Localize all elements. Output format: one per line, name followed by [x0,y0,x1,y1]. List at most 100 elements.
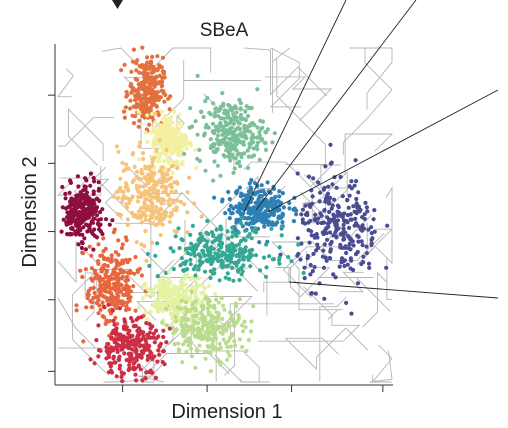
data-point [212,195,217,200]
data-point [168,214,173,219]
data-point [146,96,151,101]
data-point [333,275,338,280]
data-point [135,268,140,273]
data-point [117,306,122,311]
data-point [102,262,107,268]
data-point [235,125,240,130]
data-point [302,276,307,281]
data-point [234,217,239,222]
data-point [143,166,148,171]
data-point [249,236,254,241]
data-point [108,291,113,296]
data-point [245,165,251,171]
data-point [135,199,140,204]
data-point [203,125,208,130]
data-point [76,242,81,247]
data-point [164,340,169,345]
data-point [150,370,155,375]
data-point [176,226,181,231]
data-point [243,228,248,233]
data-point [135,215,141,220]
boundary-line [282,246,349,299]
data-point [178,306,183,311]
data-point [160,69,165,74]
data-point [84,197,89,203]
data-point [248,329,254,334]
data-point [333,230,338,235]
data-point [137,118,142,123]
data-point [131,121,137,126]
data-point [179,322,184,327]
data-point [134,169,139,174]
data-point [155,274,160,279]
data-point [91,202,96,207]
data-point [237,97,242,102]
data-point [112,227,117,232]
data-point [248,248,253,253]
data-point [226,263,231,268]
data-point [149,216,155,221]
data-point [273,203,278,208]
data-point [185,251,190,256]
data-point [212,292,217,297]
data-point [168,115,174,120]
data-point [244,348,249,354]
data-point [263,274,269,279]
data-point [160,349,166,354]
data-point [184,338,189,343]
data-point [261,255,267,260]
data-point [140,45,145,50]
data-point [218,233,223,238]
boundary-line [362,257,392,328]
data-point [220,128,225,133]
data-point [176,341,181,346]
data-point [179,298,184,303]
data-point [109,256,114,261]
data-point [235,209,240,214]
data-point [90,205,95,210]
data-point [167,292,172,297]
data-point [212,159,217,164]
data-point [184,349,189,354]
data-point [206,284,212,289]
data-point [162,210,167,215]
data-point [113,345,118,350]
data-point [214,319,219,324]
data-point [276,199,281,204]
data-point [353,216,358,221]
data-point [91,285,96,290]
data-point [154,148,159,153]
data-point [277,189,282,194]
data-point [85,292,90,297]
data-point [305,212,310,218]
data-point [322,242,327,247]
data-point [159,109,164,114]
data-point [143,337,148,342]
data-point [137,344,142,349]
data-point [271,257,276,262]
data-point [359,239,364,244]
data-point [192,250,197,255]
data-point [169,185,174,190]
data-point [263,203,268,208]
data-point [168,280,173,285]
data-point [366,227,371,232]
data-point [144,92,149,97]
data-point [125,336,130,341]
data-point [60,205,65,210]
data-point [234,233,239,238]
data-point [345,262,350,267]
data-point [270,220,275,225]
data-point [150,195,155,200]
data-point [241,250,246,255]
data-point [249,136,254,141]
data-point [253,212,259,217]
data-point [234,253,239,258]
data-point [156,299,161,304]
data-point [133,366,138,371]
data-point [144,258,149,263]
data-point [174,147,179,152]
data-point [186,295,191,300]
data-point [167,107,172,112]
data-point [306,174,312,179]
